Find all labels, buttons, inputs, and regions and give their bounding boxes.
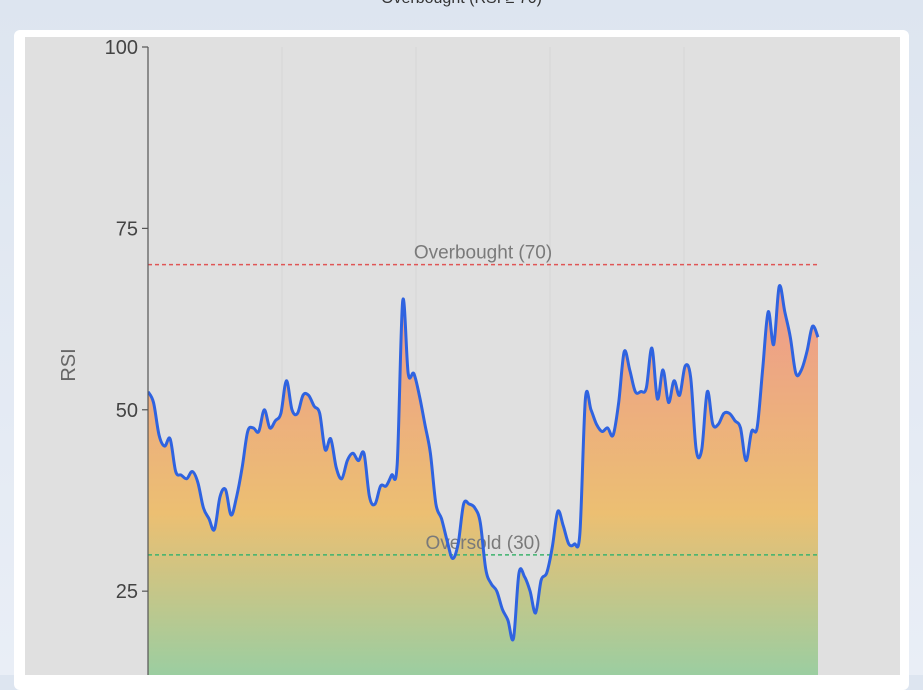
y-tick-label: 25	[116, 581, 138, 603]
rsi-area-fill	[148, 285, 818, 675]
y-tick-label: 100	[105, 37, 138, 59]
y-axis-label: RSI	[58, 348, 80, 381]
rsi-series-line	[148, 284, 820, 642]
legend-text: Overbought (RSI ≥ 70)	[0, 0, 923, 8]
overbought-label: Overbought (70)	[414, 243, 552, 264]
y-tick-label: 75	[116, 218, 138, 240]
y-tick-label: 50	[116, 400, 138, 422]
